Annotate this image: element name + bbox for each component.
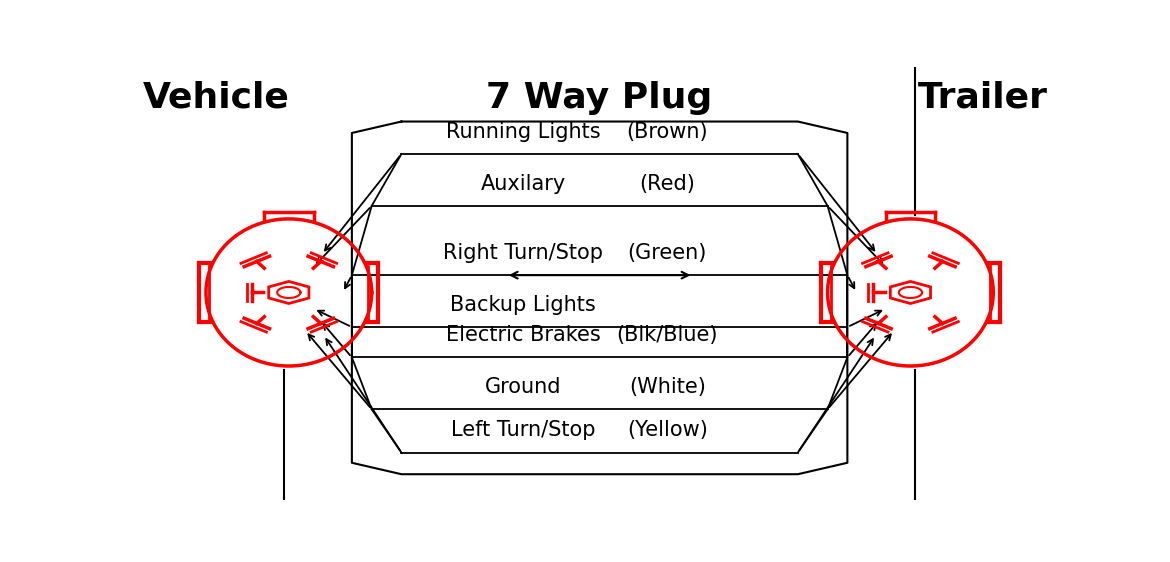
Text: (Yellow): (Yellow) <box>627 420 708 441</box>
Text: Running Lights: Running Lights <box>446 122 600 142</box>
Text: Vehicle: Vehicle <box>143 81 290 115</box>
Text: Trailer: Trailer <box>917 81 1047 115</box>
Text: Backup Lights: Backup Lights <box>450 295 596 315</box>
Text: (Red): (Red) <box>639 174 695 194</box>
Text: Right Turn/Stop: Right Turn/Stop <box>443 243 603 263</box>
Text: (Brown): (Brown) <box>626 122 708 142</box>
Text: (Green): (Green) <box>627 243 707 263</box>
Text: (White): (White) <box>628 377 706 397</box>
Text: Electric Brakes: Electric Brakes <box>446 325 600 345</box>
Text: (Blk/Blue): (Blk/Blue) <box>617 325 718 345</box>
Text: 7 Way Plug: 7 Way Plug <box>487 81 713 115</box>
Text: Auxilary: Auxilary <box>481 174 565 194</box>
Text: Left Turn/Stop: Left Turn/Stop <box>450 420 596 441</box>
Text: Ground: Ground <box>484 377 562 397</box>
